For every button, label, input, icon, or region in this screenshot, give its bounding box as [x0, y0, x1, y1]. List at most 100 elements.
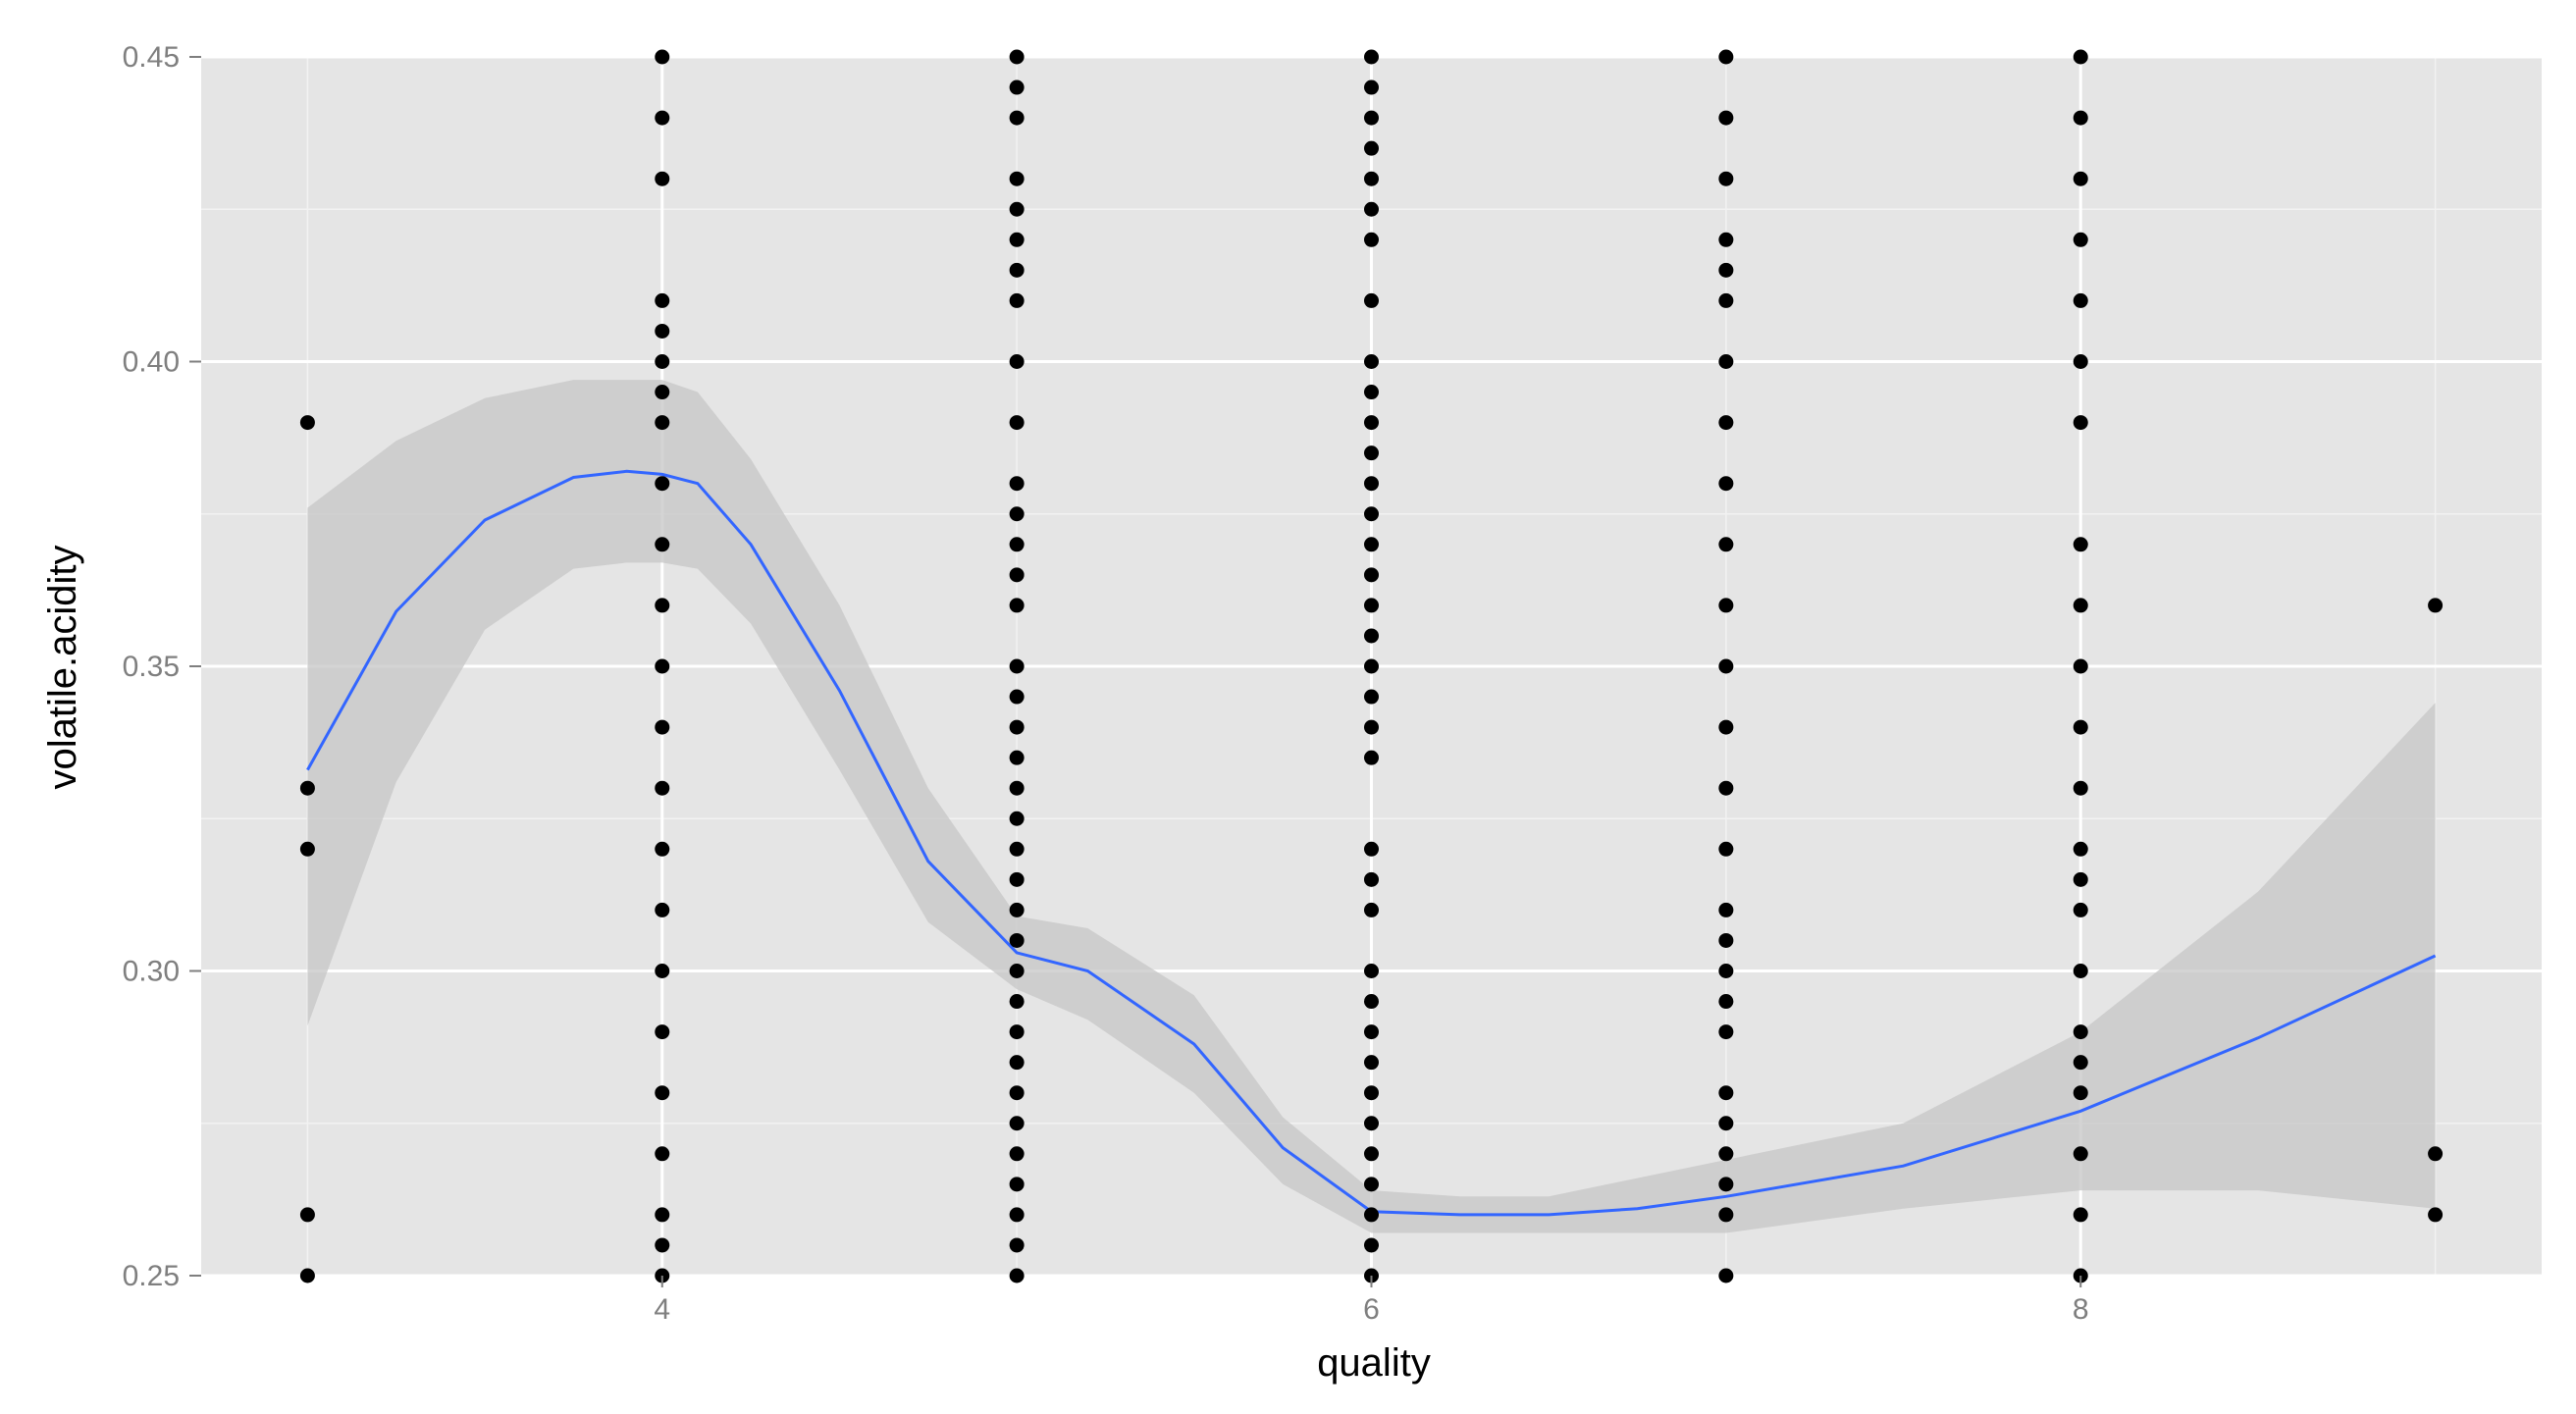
data-point — [655, 780, 670, 796]
data-point — [655, 902, 670, 917]
data-point — [2073, 719, 2088, 735]
data-point — [1718, 719, 1734, 735]
data-point — [2073, 1146, 2088, 1162]
data-point — [1364, 1207, 1379, 1223]
data-point — [1009, 506, 1025, 522]
data-point — [1009, 902, 1025, 917]
data-point — [1364, 537, 1379, 552]
data-point — [1009, 598, 1025, 613]
data-point — [1718, 1207, 1734, 1223]
data-point — [1364, 1116, 1379, 1131]
data-point — [1009, 79, 1025, 95]
data-point — [1718, 354, 1734, 369]
data-point — [1718, 1085, 1734, 1101]
data-point — [1364, 292, 1379, 308]
x-tick-label: 8 — [2073, 1293, 2089, 1326]
data-point — [1718, 932, 1734, 948]
data-point — [2073, 1207, 2088, 1223]
data-point — [1364, 719, 1379, 735]
data-point — [1364, 750, 1379, 765]
data-point — [2073, 841, 2088, 857]
data-point — [1364, 354, 1379, 369]
data-point — [1364, 841, 1379, 857]
data-point — [2073, 537, 2088, 552]
data-point — [1364, 110, 1379, 126]
y-tick-label: 0.45 — [123, 41, 180, 74]
data-point — [1009, 110, 1025, 126]
data-point — [1364, 415, 1379, 431]
data-point — [1364, 385, 1379, 400]
data-point — [1009, 841, 1025, 857]
data-point — [2073, 658, 2088, 674]
data-point — [1009, 232, 1025, 247]
x-tick-labels: 4 6 8 — [654, 1293, 2088, 1326]
data-point — [1364, 171, 1379, 186]
data-point — [1364, 476, 1379, 492]
data-point — [2073, 964, 2088, 978]
data-point — [1009, 689, 1025, 705]
data-point — [1009, 994, 1025, 1010]
y-tick-labels: 0.25 0.30 0.35 0.40 0.45 — [123, 41, 180, 1292]
data-point — [299, 1207, 315, 1223]
confidence-band — [307, 380, 2436, 1233]
data-point — [1718, 232, 1734, 247]
data-point — [1009, 1177, 1025, 1192]
data-point — [2073, 871, 2088, 887]
data-point — [1718, 292, 1734, 308]
data-point — [1364, 445, 1379, 461]
data-point — [1009, 201, 1025, 217]
data-point — [1009, 1207, 1025, 1223]
data-point — [1009, 1116, 1025, 1131]
axis-ticks — [189, 56, 2082, 1287]
data-point — [1718, 841, 1734, 857]
data-point — [1009, 292, 1025, 308]
data-point — [655, 841, 670, 857]
data-point — [1009, 537, 1025, 552]
data-point — [1718, 780, 1734, 796]
data-point — [1364, 506, 1379, 522]
data-point — [1009, 871, 1025, 887]
data-point — [1364, 964, 1379, 978]
data-point — [1364, 598, 1379, 613]
data-point — [2073, 1024, 2088, 1040]
data-point — [2073, 598, 2088, 613]
x-tick-label: 6 — [1363, 1293, 1380, 1326]
data-point — [655, 719, 670, 735]
data-point — [1364, 1146, 1379, 1162]
data-point — [2073, 902, 2088, 917]
data-point — [1718, 262, 1734, 278]
y-tick-label: 0.30 — [123, 956, 180, 988]
data-point — [1364, 201, 1379, 217]
data-point — [1718, 658, 1734, 674]
data-point — [655, 415, 670, 431]
data-point — [655, 964, 670, 978]
data-point — [1364, 871, 1379, 887]
y-tick-label: 0.25 — [123, 1260, 180, 1292]
data-point — [655, 49, 670, 65]
data-point — [1009, 1146, 1025, 1162]
y-axis-title: volatile.acidity — [41, 545, 84, 789]
data-point — [299, 415, 315, 431]
data-point — [1009, 1024, 1025, 1040]
y-tick-label: 0.40 — [123, 346, 180, 379]
data-point — [1718, 1177, 1734, 1192]
data-point — [655, 1024, 670, 1040]
data-point — [1364, 902, 1379, 917]
y-tick-label: 0.35 — [123, 651, 180, 683]
data-point — [655, 598, 670, 613]
data-point — [1718, 1116, 1734, 1131]
data-point — [2073, 1055, 2088, 1071]
data-point — [1009, 1085, 1025, 1101]
data-point — [1009, 476, 1025, 492]
data-point — [2073, 1085, 2088, 1101]
data-point — [1364, 1024, 1379, 1040]
data-point — [1009, 49, 1025, 65]
data-point — [1364, 689, 1379, 705]
data-point — [655, 385, 670, 400]
data-point — [1009, 750, 1025, 765]
data-point — [1364, 628, 1379, 644]
data-point — [1009, 1268, 1025, 1283]
data-points — [299, 49, 2444, 1283]
data-point — [655, 1207, 670, 1223]
data-point — [1009, 262, 1025, 278]
